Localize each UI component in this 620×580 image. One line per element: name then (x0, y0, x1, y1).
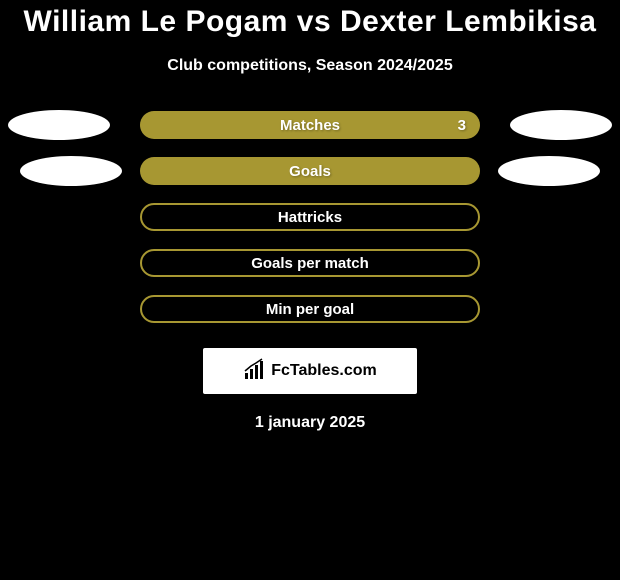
date-label: 1 january 2025 (0, 414, 620, 432)
stats-container: Matches 3 Goals Hattricks Goals per match Min… (0, 110, 620, 324)
stat-row: Hattricks (0, 202, 620, 232)
stat-bar: Goals (140, 157, 480, 185)
stat-value-right: 3 (458, 117, 466, 134)
branding-box: FcTables.com (203, 348, 417, 394)
chart-icon (243, 357, 267, 386)
stat-bar: Goals per match (140, 249, 480, 277)
stat-label: Min per goal (266, 301, 354, 318)
left-value-ellipse (8, 110, 110, 140)
comparison-infographic: William Le Pogam vs Dexter Lembikisa Clu… (0, 0, 620, 580)
left-value-ellipse (20, 156, 122, 186)
right-value-ellipse (498, 156, 600, 186)
stat-label: Goals per match (251, 255, 369, 272)
stat-bar: Min per goal (140, 295, 480, 323)
stat-row: Matches 3 (0, 110, 620, 140)
stat-bar: Matches 3 (140, 111, 480, 139)
right-value-ellipse (510, 110, 612, 140)
page-title: William Le Pogam vs Dexter Lembikisa (0, 5, 620, 39)
stat-row: Goals per match (0, 248, 620, 278)
branding-inner: FcTables.com (243, 357, 377, 386)
stat-label: Matches (280, 117, 340, 134)
branding-text: FcTables.com (271, 362, 377, 380)
stat-bar: Hattricks (140, 203, 480, 231)
stat-row: Min per goal (0, 294, 620, 324)
stat-label: Hattricks (278, 209, 342, 226)
stat-row: Goals (0, 156, 620, 186)
subtitle: Club competitions, Season 2024/2025 (0, 57, 620, 75)
stat-label: Goals (289, 163, 331, 180)
